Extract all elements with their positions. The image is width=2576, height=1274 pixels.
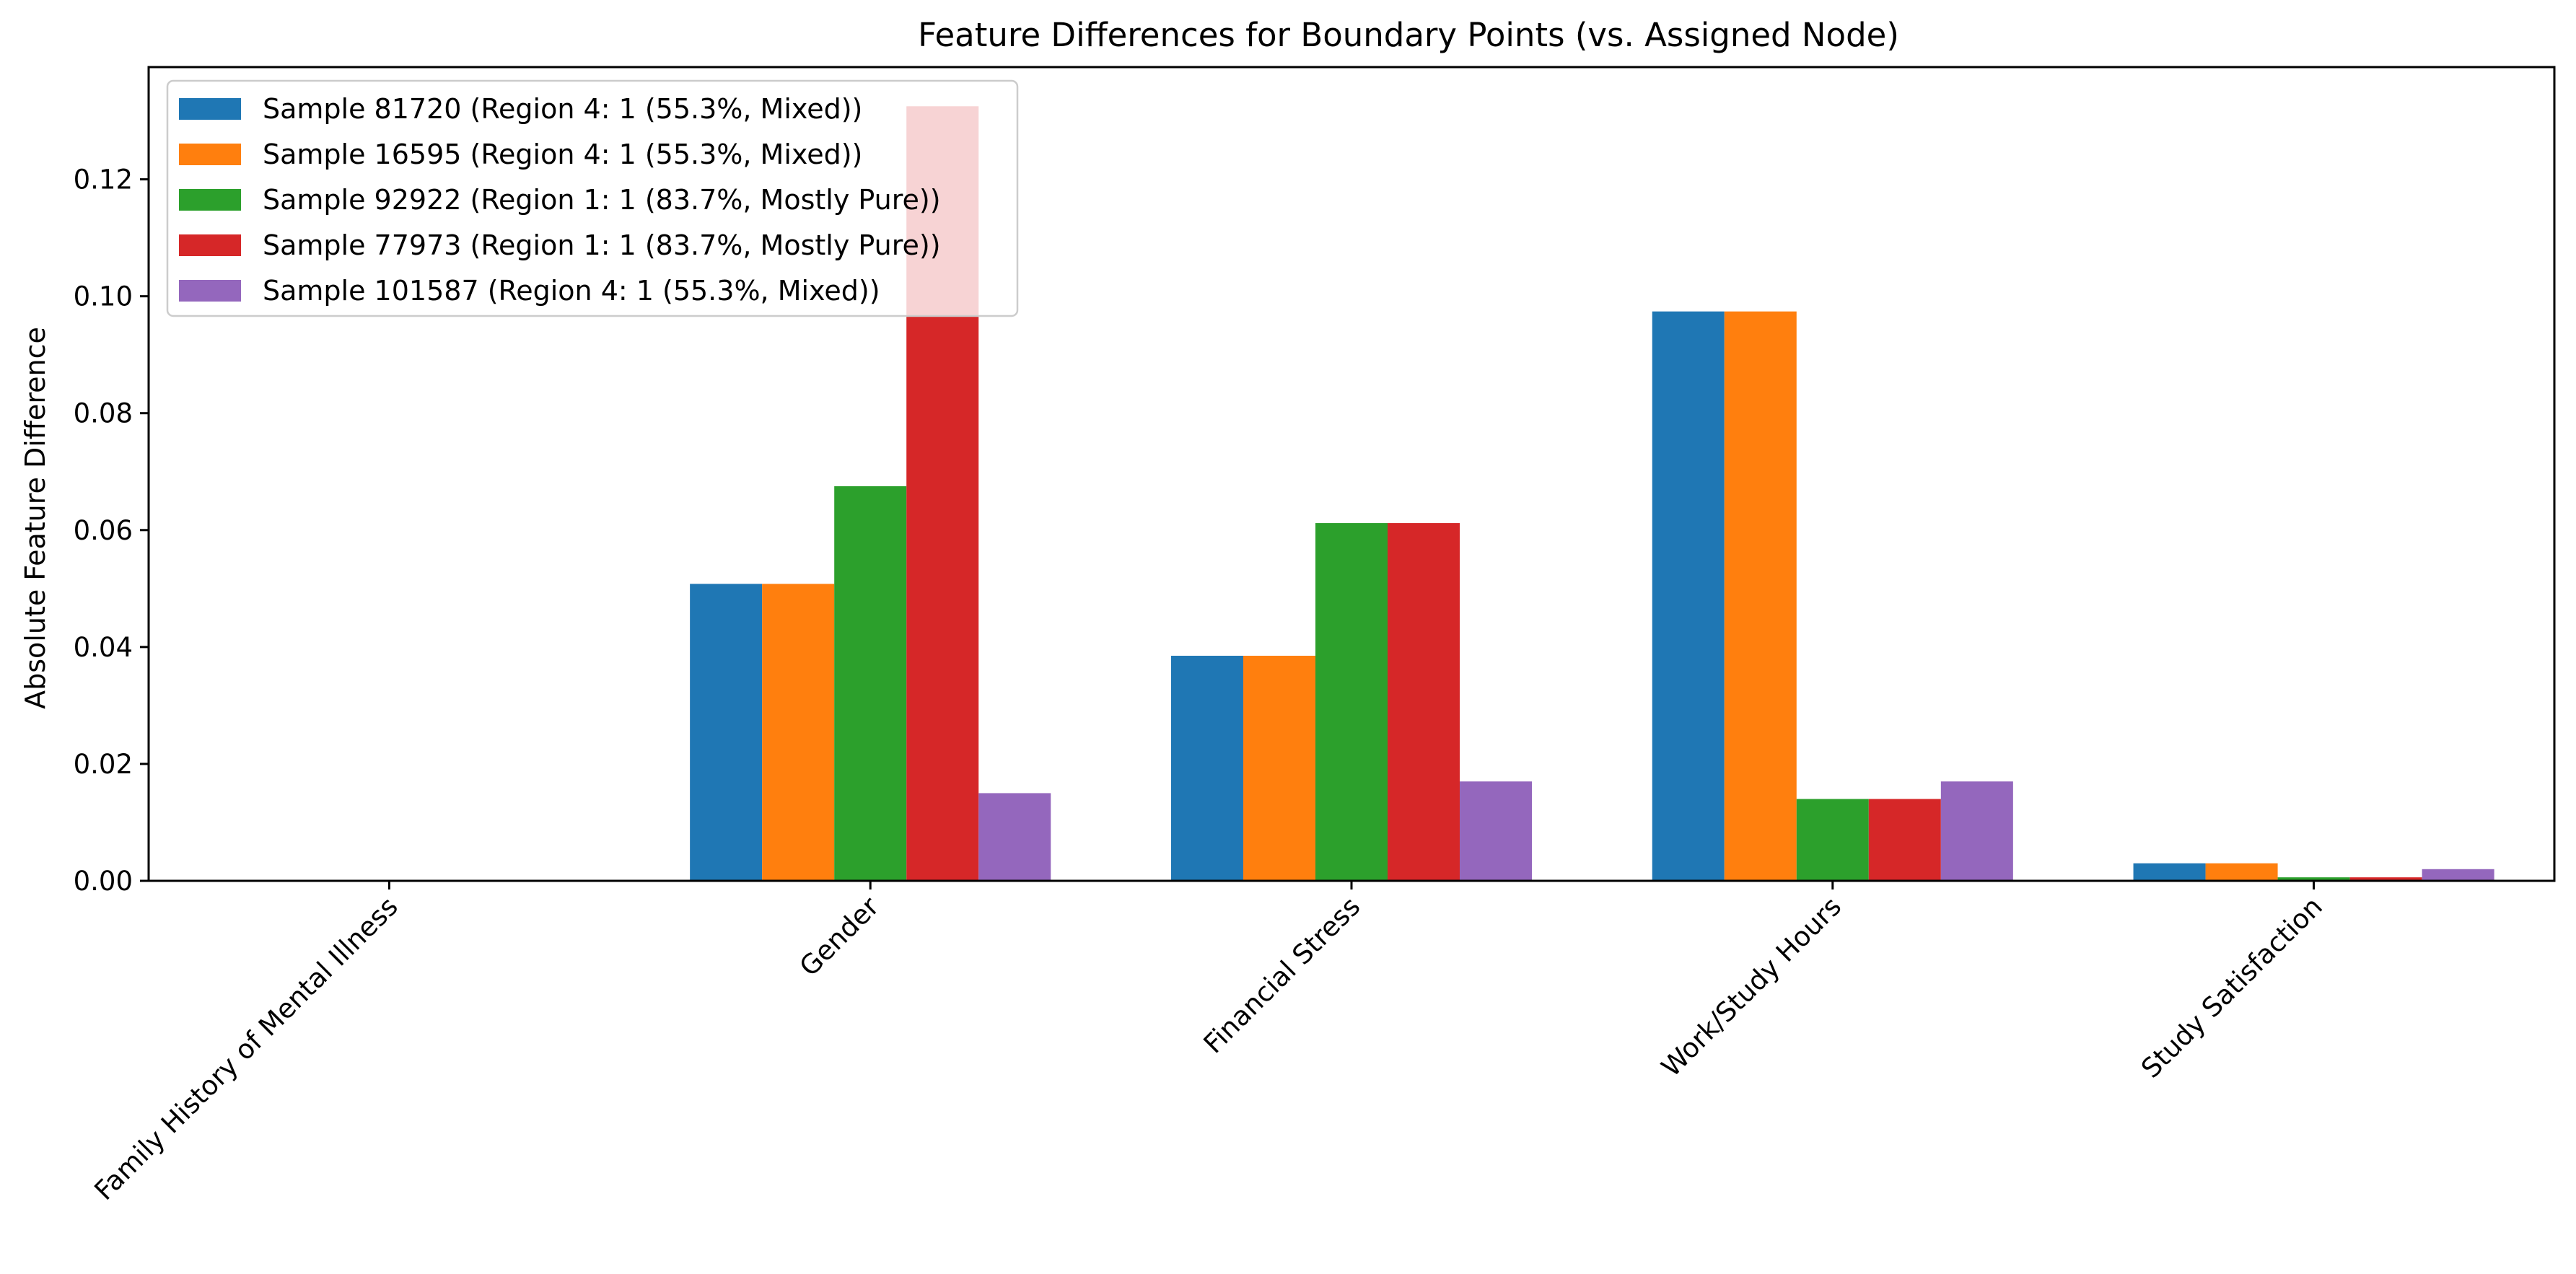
x-tick-label: Financial Stress — [1198, 891, 1367, 1060]
bar-s5-c4 — [1940, 781, 2013, 881]
x-tick-label: Work/Study Hours — [1655, 891, 1847, 1083]
bar-s1-c3 — [1170, 656, 1243, 881]
legend-label: Sample 77973 (Region 1: 1 (83.7%, Mostly… — [263, 229, 941, 261]
bar-s2-c3 — [1243, 656, 1315, 881]
legend-label: Sample 92922 (Region 1: 1 (83.7%, Mostly… — [263, 184, 941, 216]
bar-s1-c4 — [1652, 311, 1725, 882]
bar-s4-c3 — [1388, 523, 1460, 881]
chart-title: Feature Differences for Boundary Points … — [918, 16, 1899, 54]
legend: Sample 81720 (Region 4: 1 (55.3%, Mixed)… — [166, 79, 1019, 317]
bar-s4-c5 — [2349, 877, 2422, 881]
x-tick-label: Family History of Mental Illness — [89, 891, 404, 1206]
legend-swatch — [179, 98, 241, 120]
legend-label: Sample 101587 (Region 4: 1 (55.3%, Mixed… — [263, 275, 880, 307]
bar-s2-c5 — [2205, 863, 2278, 881]
bars-group — [690, 106, 2494, 882]
legend-label: Sample 81720 (Region 4: 1 (55.3%, Mixed)… — [263, 93, 862, 125]
x-tick-label: Study Satisfaction — [2135, 891, 2329, 1084]
bar-s1-c2 — [690, 584, 763, 881]
bar-s5-c3 — [1460, 781, 1533, 881]
x-axis: Family History of Mental Illness Gender Fi… — [89, 881, 2329, 1206]
bar-s5-c5 — [2422, 869, 2494, 881]
x-tick-label: Gender — [794, 890, 885, 982]
legend-swatch — [179, 189, 241, 211]
y-tick-label: 0.04 — [74, 632, 133, 663]
legend-swatch — [179, 234, 241, 256]
y-tick-label: 0.00 — [74, 866, 133, 897]
bar-s5-c2 — [978, 793, 1051, 881]
bar-s3-c5 — [2277, 877, 2350, 881]
legend-swatch — [179, 144, 241, 165]
y-tick-label: 0.10 — [74, 281, 133, 312]
bar-s3-c3 — [1315, 523, 1388, 881]
bar-s2-c2 — [762, 584, 835, 881]
bar-s3-c4 — [1796, 799, 1869, 881]
y-tick-label: 0.12 — [74, 164, 133, 196]
legend-box — [166, 79, 1019, 317]
bar-s1-c5 — [2133, 863, 2206, 881]
bar-s3-c2 — [834, 486, 907, 881]
y-tick-label: 0.02 — [74, 749, 133, 780]
y-axis-label: Absolute Feature Difference — [19, 327, 51, 709]
y-tick-label: 0.06 — [74, 515, 133, 546]
bar-s4-c4 — [1868, 799, 1941, 881]
y-axis: 0.00 0.02 0.04 0.06 0.08 0.10 0.12 — [74, 164, 149, 897]
bar-s2-c4 — [1724, 311, 1797, 882]
legend-label: Sample 16595 (Region 4: 1 (55.3%, Mixed)… — [263, 139, 862, 170]
legend-swatch — [179, 280, 241, 302]
y-tick-label: 0.08 — [74, 398, 133, 429]
